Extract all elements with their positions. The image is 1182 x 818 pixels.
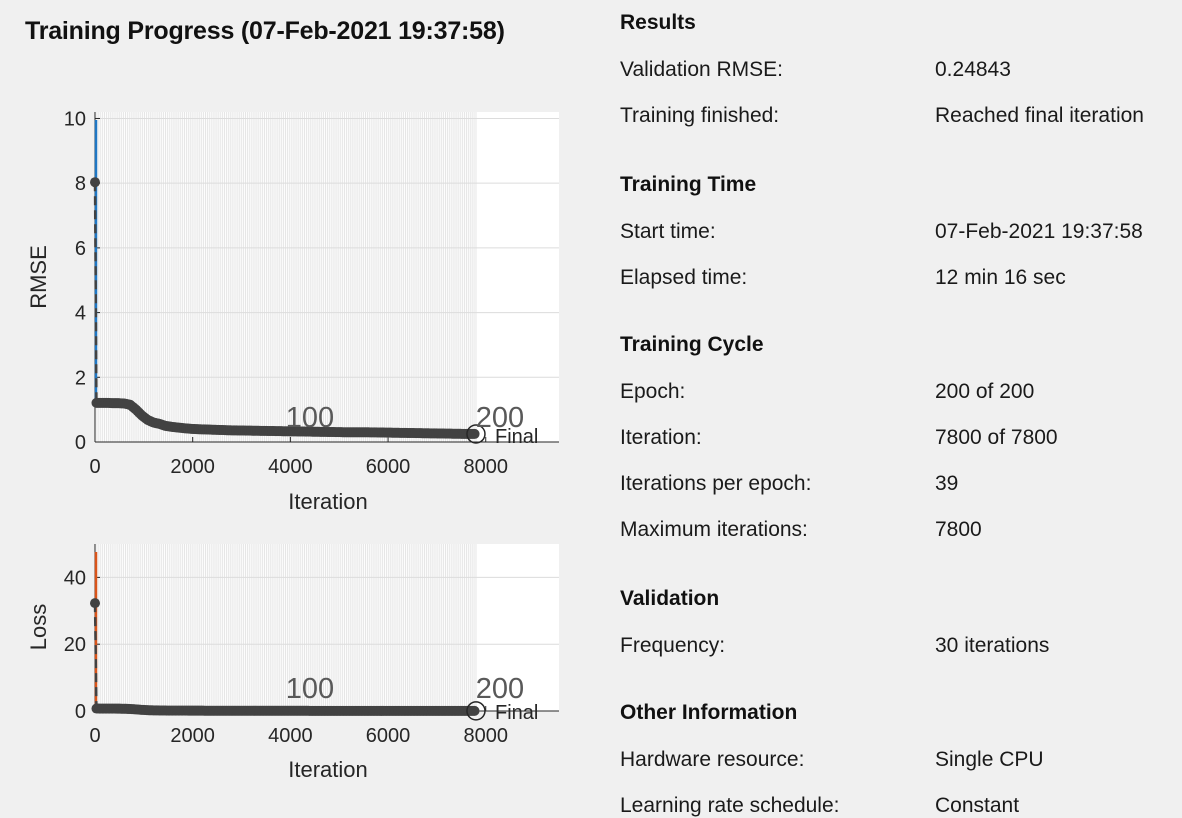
learning-rate-schedule-value: Constant — [935, 794, 1020, 817]
rmse-y-tick-label: 0 — [75, 432, 86, 454]
loss-x-tick-label: 6000 — [366, 725, 411, 747]
elapsed-time-value: 12 min 16 sec — [935, 266, 1066, 289]
training-time-heading: Training Time — [620, 173, 757, 196]
rmse-x-tick-label: 2000 — [170, 456, 215, 478]
rmse-x-axis-label: Iteration — [288, 489, 368, 514]
training-info-panel: Results Validation RMSE: 0.24843 Trainin… — [620, 0, 1182, 818]
rmse-validation-point — [90, 177, 100, 188]
loss-series — [90, 552, 486, 721]
rmse-epoch-label-200: 200 — [476, 402, 524, 434]
rmse-final-marker — [466, 424, 486, 444]
results-heading: Results — [620, 11, 696, 34]
loss-x-tick-label: 0 — [89, 725, 100, 747]
epoch-value: 200 of 200 — [935, 380, 1035, 403]
loss-final-marker — [466, 701, 486, 721]
loss-x-tick-label: 8000 — [463, 725, 508, 747]
rmse-epoch-shading — [96, 112, 477, 442]
elapsed-time-label: Elapsed time: — [620, 266, 748, 289]
rmse-plot: 0 2 4 6 8 10 0 2000 4000 6000 8000 RMSE Iteration… — [26, 108, 559, 514]
iteration-label: Iteration: — [620, 426, 702, 449]
frequency-label: Frequency: — [620, 634, 726, 657]
loss-y-axis-label: Loss — [26, 604, 51, 650]
start-time-label: Start time: — [620, 220, 716, 243]
iterations-per-epoch-value: 39 — [935, 472, 959, 495]
rmse-y-ticks: 0 2 4 6 8 10 — [64, 108, 100, 454]
rmse-x-tick-label: 0 — [89, 456, 100, 478]
validation-heading: Validation — [620, 587, 720, 610]
rmse-x-tick-label: 6000 — [366, 456, 411, 478]
loss-plot: 0 20 40 0 2000 4000 6000 8000 Loss Iteration 1… — [26, 544, 559, 782]
frequency-value: 30 iterations — [935, 634, 1050, 657]
loss-final-label: Final — [495, 702, 538, 724]
learning-rate-schedule-label: Learning rate schedule: — [620, 794, 840, 817]
loss-y-tick-label: 40 — [64, 567, 86, 589]
rmse-x-tick-label: 4000 — [268, 456, 313, 478]
rmse-y-tick-label: 4 — [75, 303, 86, 325]
hardware-resource-label: Hardware resource: — [620, 748, 805, 771]
loss-validation-point — [469, 705, 480, 716]
rmse-x-ticks: 0 2000 4000 6000 8000 — [89, 437, 508, 478]
rmse-y-tick-label: 10 — [64, 108, 86, 130]
rmse-epoch-label-100: 100 — [286, 402, 334, 434]
rmse-series — [90, 120, 486, 444]
iterations-per-epoch-label: Iterations per epoch: — [620, 472, 812, 495]
maximum-iterations-value: 7800 — [935, 518, 982, 541]
loss-x-axis-label: Iteration — [288, 757, 368, 782]
rmse-y-axis-label: RMSE — [26, 245, 51, 309]
loss-y-tick-label: 0 — [75, 701, 86, 723]
maximum-iterations-label: Maximum iterations: — [620, 518, 808, 541]
loss-epoch-label-200: 200 — [476, 673, 524, 705]
loss-x-tick-label: 2000 — [170, 725, 215, 747]
rmse-y-tick-label: 8 — [75, 173, 86, 195]
loss-validation-point — [90, 598, 100, 609]
training-finished-label: Training finished: — [620, 104, 780, 127]
rmse-y-tick-label: 2 — [75, 367, 86, 389]
rmse-final-label: Final — [495, 426, 538, 448]
page-title: Training Progress (07-Feb-2021 19:37:58) — [25, 17, 505, 45]
loss-epoch-shading — [96, 544, 477, 711]
rmse-y-tick-label: 6 — [75, 238, 86, 260]
other-information-heading: Other Information — [620, 701, 798, 724]
loss-y-tick-label: 20 — [64, 634, 86, 656]
validation-rmse-label: Validation RMSE: — [620, 58, 784, 81]
loss-x-tick-label: 4000 — [268, 725, 313, 747]
loss-y-ticks: 0 20 40 — [64, 567, 100, 723]
start-time-value: 07-Feb-2021 19:37:58 — [935, 220, 1143, 243]
iteration-value: 7800 of 7800 — [935, 426, 1058, 449]
hardware-resource-value: Single CPU — [935, 748, 1044, 771]
rmse-validation-point — [469, 428, 480, 439]
validation-rmse-value: 0.24843 — [935, 58, 1011, 81]
loss-x-ticks: 0 2000 4000 6000 8000 — [89, 706, 508, 747]
loss-epoch-label-100: 100 — [286, 673, 334, 705]
training-cycle-heading: Training Cycle — [620, 333, 764, 356]
rmse-x-tick-label: 8000 — [463, 456, 508, 478]
epoch-label: Epoch: — [620, 380, 686, 403]
training-finished-value: Reached final iteration — [935, 104, 1144, 127]
